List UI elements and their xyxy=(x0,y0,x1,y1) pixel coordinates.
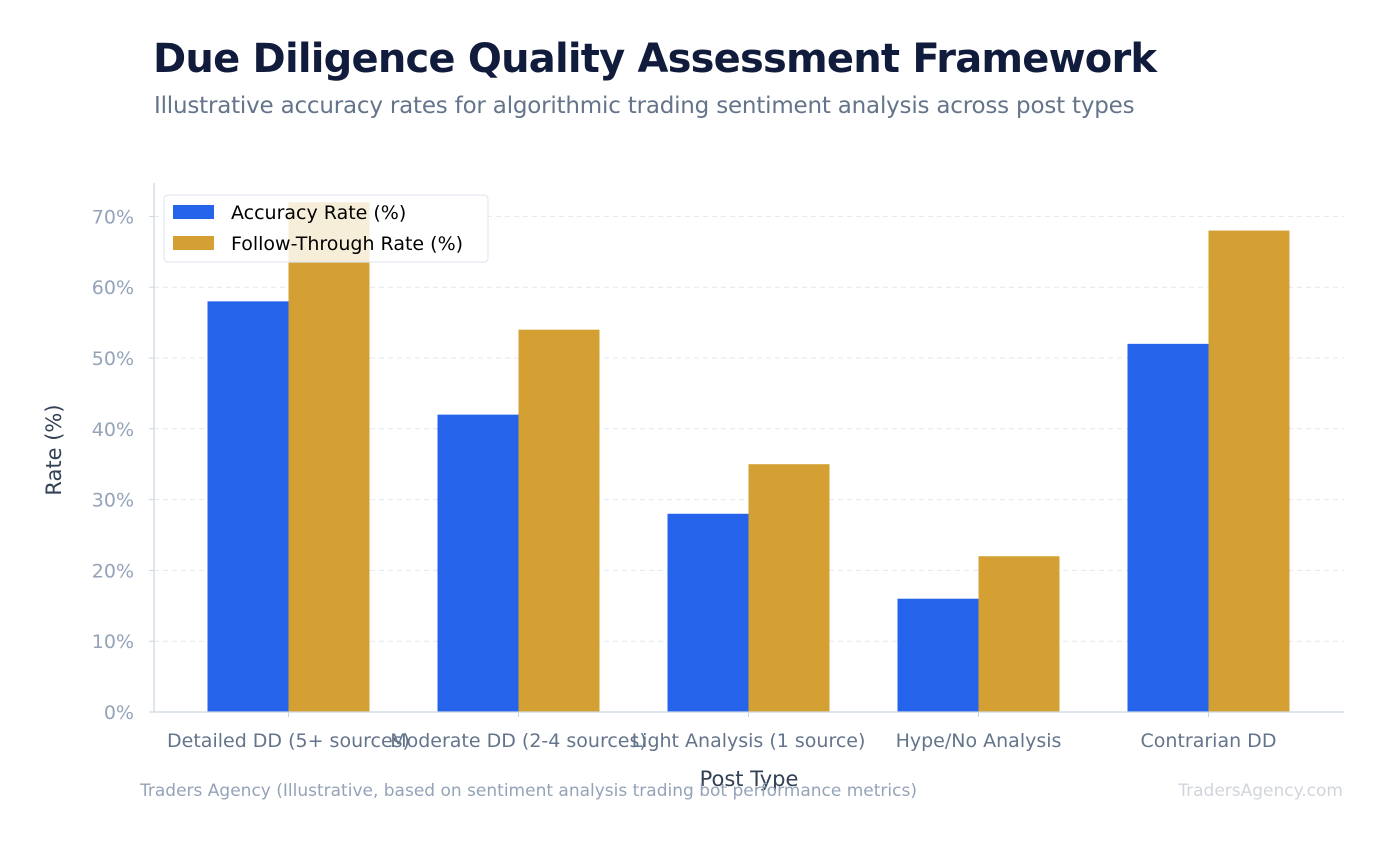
bars xyxy=(207,202,1290,713)
y-tick-label: 50% xyxy=(92,348,134,370)
y-axis-title: Rate (%) xyxy=(42,404,66,495)
bar-follow-through xyxy=(288,202,370,713)
legend-swatch-follow-through xyxy=(173,236,214,250)
y-tick-label: 70% xyxy=(92,206,134,228)
bar-accuracy xyxy=(207,301,289,712)
legend-box xyxy=(163,194,489,263)
x-tick-label: Light Analysis (1 source) xyxy=(632,730,866,752)
source-note: Traders Agency (Illustrative, based on s… xyxy=(139,781,917,801)
y-tick-labels: 0% 10% 20% 30% 40% 50% 60% 70% xyxy=(92,206,154,724)
y-tick-label: 30% xyxy=(92,490,134,512)
x-tick-label: Hype/No Analysis xyxy=(896,730,1062,752)
bar-accuracy xyxy=(1127,343,1209,712)
bar-follow-through xyxy=(748,464,830,712)
chart-subtitle: Illustrative accuracy rates for algorith… xyxy=(154,93,1135,119)
y-tick-label: 20% xyxy=(92,560,134,582)
x-tick-labels: Detailed DD (5+ sources)Moderate DD (2-4… xyxy=(167,712,1276,752)
x-axis-title: Post Type xyxy=(700,767,799,791)
bar-accuracy xyxy=(437,414,519,712)
x-tick-label: Contrarian DD xyxy=(1141,730,1277,752)
y-tick-label: 60% xyxy=(92,277,134,299)
y-tick-label: 10% xyxy=(92,631,134,653)
bar-follow-through xyxy=(1208,230,1290,712)
x-tick-label: Moderate DD (2-4 sources) xyxy=(390,730,647,752)
brand-watermark: TradersAgency.com xyxy=(1177,781,1343,801)
x-tick-label: Detailed DD (5+ sources) xyxy=(167,730,410,752)
legend: Accuracy Rate (%) Follow-Through Rate (%… xyxy=(163,194,489,263)
legend-label-accuracy: Accuracy Rate (%) xyxy=(231,202,406,224)
bar-accuracy xyxy=(667,513,749,712)
chart-title: Due Diligence Quality Assessment Framewo… xyxy=(153,36,1157,82)
legend-swatch-accuracy xyxy=(173,205,214,219)
y-tick-label: 0% xyxy=(104,702,134,724)
bar-accuracy xyxy=(897,598,979,712)
legend-label-follow-through: Follow-Through Rate (%) xyxy=(231,233,463,255)
bar-follow-through xyxy=(518,329,600,712)
bar-follow-through xyxy=(978,556,1060,712)
y-tick-label: 40% xyxy=(92,419,134,441)
